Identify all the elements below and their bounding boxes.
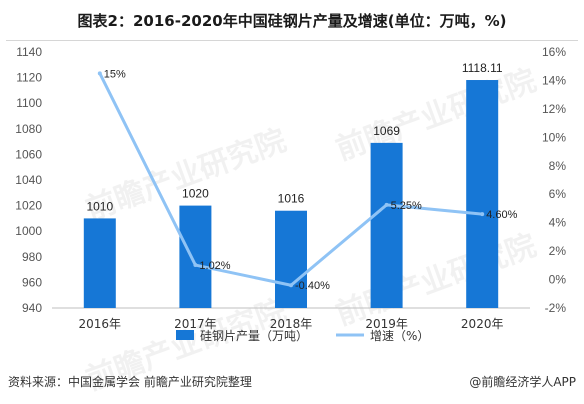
growth-point	[480, 212, 485, 217]
x-tick-label: 2019年	[365, 317, 408, 331]
y-left-tick-label: 980	[22, 250, 42, 264]
x-tick-label: 2016年	[79, 317, 122, 331]
bar-value-label: 1069	[373, 124, 400, 138]
x-tick-label: 2018年	[270, 317, 313, 331]
source-note: 资料来源：中国金属学会 前瞻产业研究院整理	[8, 375, 252, 389]
growth-value-label: 15%	[104, 68, 126, 80]
brand-credit: @前瞻经济学人APP	[469, 375, 576, 389]
y-left-tick-label: 1060	[15, 147, 42, 161]
growth-point	[289, 283, 293, 288]
x-tick-label: 2020年	[461, 317, 504, 331]
y-left-tick-label: 940	[22, 301, 42, 315]
bar	[275, 210, 307, 308]
y-left-tick-label: 1000	[15, 224, 42, 238]
y-left-tick-label: 1120	[16, 71, 42, 85]
legend-label-line: 增速（%）	[370, 329, 429, 343]
y-left-tick-label: 1020	[15, 199, 42, 213]
y-left-tick-label: 1040	[15, 173, 42, 187]
bar-value-label: 1118.11	[462, 61, 503, 75]
y-left-tick-label: 1100	[16, 96, 42, 110]
y-right-tick-label: -2%	[545, 301, 567, 315]
y-right-tick-label: 6%	[549, 187, 567, 201]
legend-swatch-bar	[176, 330, 194, 340]
y-left-tick-label: 960	[22, 275, 42, 289]
growth-point	[193, 263, 198, 268]
bar-value-label: 1016	[278, 192, 305, 206]
y-right-tick-label: 2%	[549, 244, 567, 258]
bar-value-label: 1010	[86, 199, 113, 213]
y-right-tick-label: 8%	[549, 159, 567, 173]
bar	[466, 80, 499, 309]
y-right-tick-label: 10%	[542, 130, 566, 144]
y-right-tick-label: 4%	[549, 216, 567, 230]
bar	[83, 218, 116, 308]
growth-point	[97, 71, 102, 76]
y-right-tick-label: 12%	[542, 102, 566, 116]
y-right-tick-label: 0%	[549, 273, 567, 287]
chart-title: 图表2：2016-2020年中国硅钢片产量及增速(单位：万吨，%)	[77, 12, 507, 30]
growth-value-label: 4.60%	[486, 209, 517, 221]
y-right-tick-label: 16%	[542, 45, 566, 59]
growth-value-label: -0.40%	[295, 280, 330, 292]
y-left-tick-label: 1140	[16, 45, 42, 59]
x-tick-label: 2017年	[174, 317, 217, 331]
growth-value-label: 5.25%	[391, 200, 422, 212]
bar	[370, 142, 403, 308]
title-divider	[6, 40, 578, 41]
growth-value-label: 1.02%	[199, 260, 230, 272]
bar	[179, 205, 212, 308]
legend-label-bar: 硅钢片产量（万吨）	[200, 329, 308, 343]
y-right-tick-label: 14%	[542, 73, 566, 87]
growth-point	[384, 202, 389, 207]
bar-value-label: 1020	[182, 187, 209, 201]
y-left-tick-label: 1080	[15, 122, 42, 136]
